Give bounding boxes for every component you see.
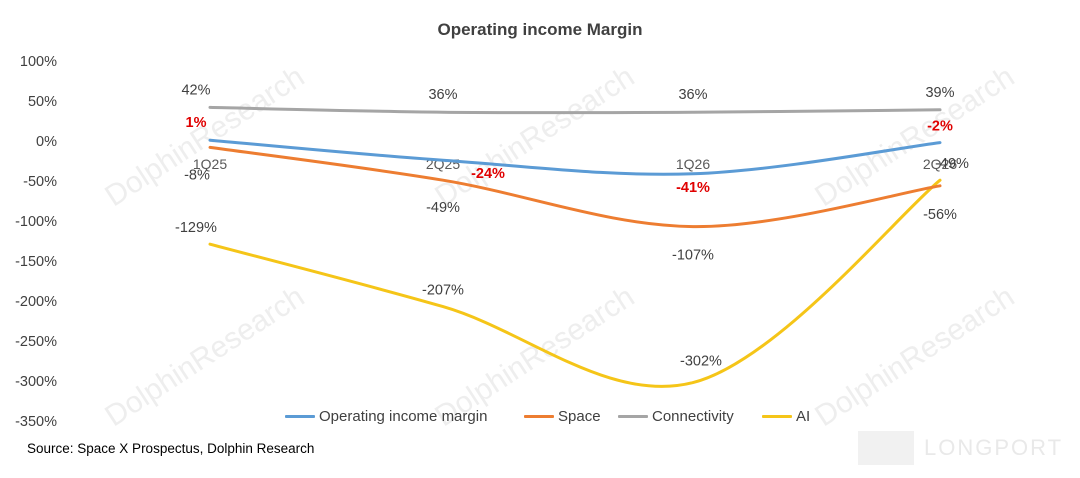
data-label-space: -107%: [672, 248, 714, 264]
source-note: Source: Space X Prospectus, Dolphin Rese…: [27, 441, 315, 456]
series-line-space: [208, 145, 942, 229]
legend-item-ai: AI: [762, 408, 810, 425]
brand-logo-icon: [858, 431, 914, 465]
legend-label: Operating income margin: [319, 408, 488, 425]
brand-logo: LONGPORT: [858, 431, 1063, 465]
series-line-connectivity: [208, 105, 942, 115]
legend-label: AI: [796, 408, 811, 425]
legend-item-operating-income-margin: Operating income margin: [285, 408, 487, 425]
y-tick-label: 50%: [28, 94, 57, 110]
data-label-connectivity: 36%: [428, 87, 457, 103]
data-label-space: -8%: [184, 167, 210, 183]
data-label-connectivity: 36%: [678, 87, 707, 103]
x-tick-label: 1Q25: [193, 156, 227, 172]
y-tick-label: 0%: [36, 134, 57, 150]
line-chart: Operating income Margin 100% 50% 0% -50% -100…: [15, 20, 969, 430]
x-tick-label: 1Q26: [676, 156, 710, 172]
legend-swatch: [524, 415, 554, 418]
data-label-ai: -207%: [422, 283, 464, 299]
data-label-connectivity: 39%: [925, 85, 954, 101]
data-label-ai: -129%: [175, 220, 217, 236]
brand-text: LONGPORT: [924, 435, 1064, 460]
data-label-operating-income-margin: -41%: [676, 180, 710, 196]
chart-title: Operating income Margin: [438, 20, 643, 39]
legend-item-connectivity: Connectivity: [618, 408, 734, 425]
data-label-ai: -302%: [680, 354, 722, 370]
y-tick-label: -150%: [15, 254, 57, 270]
legend-swatch: [762, 415, 792, 418]
series-line-operating-income-margin: [208, 138, 942, 176]
data-label-ai: -49%: [935, 156, 969, 172]
data-label-operating-income-margin: 1%: [186, 115, 207, 131]
y-tick-label: -350%: [15, 414, 57, 430]
legend-swatch: [285, 415, 315, 418]
y-tick-label: -250%: [15, 334, 57, 350]
data-label-connectivity: 42%: [181, 82, 210, 98]
y-tick-label: -100%: [15, 214, 57, 230]
legend-label: Space: [558, 408, 601, 425]
series-line-ai: [208, 178, 942, 388]
x-tick-label: 2Q26: [923, 156, 957, 172]
data-label-space: -49%: [426, 200, 460, 216]
y-tick-label: -50%: [23, 174, 57, 190]
y-tick-label: 100%: [20, 54, 57, 70]
data-label-space: -56%: [923, 207, 957, 223]
y-tick-label: -200%: [15, 294, 57, 310]
legend-swatch: [618, 415, 648, 418]
data-label-operating-income-margin: -24%: [471, 166, 505, 182]
legend-label: Connectivity: [652, 408, 734, 425]
data-label-operating-income-margin: -2%: [927, 119, 953, 135]
legend-item-space: Space: [524, 408, 601, 425]
y-tick-label: -300%: [15, 374, 57, 390]
